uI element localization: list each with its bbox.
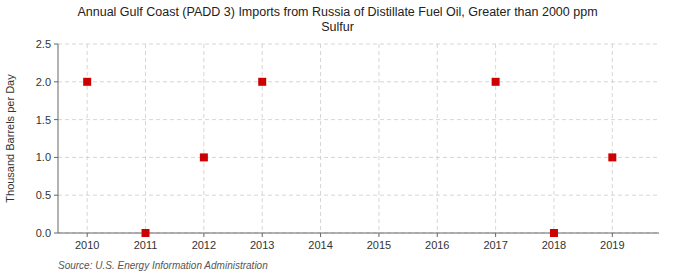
grid-line-x: [378, 44, 379, 233]
grid-line-x: [262, 44, 263, 233]
y-axis-label: Thousand Barrels per Day: [4, 74, 16, 203]
tick-label-x: 2016: [425, 239, 449, 251]
tick-y: [54, 195, 58, 196]
points: [83, 78, 616, 237]
tick-label-y: 1.5: [36, 114, 51, 126]
tick-label-x: 2011: [134, 239, 158, 251]
grid-line-x: [87, 44, 88, 233]
axes: 2010 2011 2012 2013 2014 2015 2016 2017 2018 2019…: [36, 38, 659, 251]
grid-line-x: [437, 44, 438, 233]
chart: Annual Gulf Coast (PADD 3) Imports from …: [0, 0, 675, 275]
annotation: Source: U.S. Energy Information Administ…: [58, 260, 268, 271]
tick-label-x: 2014: [308, 239, 332, 251]
tick-label-x: 2018: [542, 239, 566, 251]
grid: [58, 44, 659, 233]
grid-line-x: [495, 44, 496, 233]
tick-label-x: 2019: [600, 239, 624, 251]
tick-label-y: 0.0: [36, 227, 51, 239]
tick-x: [437, 233, 438, 237]
grid-line-x: [203, 44, 204, 233]
title: Annual Gulf Coast (PADD 3) Imports from …: [77, 5, 597, 34]
grid-line-x: [320, 44, 321, 233]
tick-x: [203, 233, 204, 237]
tick-y: [54, 119, 58, 120]
point: [550, 229, 558, 237]
title-line: Annual Gulf Coast (PADD 3) Imports from …: [77, 5, 597, 19]
grid-line-y: [58, 157, 659, 158]
tick-y: [54, 157, 58, 158]
tick-x: [495, 233, 496, 237]
grid-line-x: [612, 44, 613, 233]
tick-label-x: 2010: [75, 239, 99, 251]
point: [492, 78, 500, 86]
grid-line-y: [58, 195, 659, 196]
tick-y: [54, 44, 58, 45]
tick-label-y: 2.0: [36, 76, 51, 88]
grid-line-y: [58, 44, 659, 45]
tick-x: [320, 233, 321, 237]
point: [142, 229, 150, 237]
point: [258, 78, 266, 86]
tick-y: [54, 233, 58, 234]
tick-label-x: 2017: [483, 239, 507, 251]
grid-line-x: [553, 44, 554, 233]
point: [83, 78, 91, 86]
tick-x: [87, 233, 88, 237]
tick-label-x: 2012: [192, 239, 216, 251]
title-line: Sulfur: [321, 20, 354, 34]
tick-x: [378, 233, 379, 237]
grid-line-y: [58, 81, 659, 82]
point: [608, 153, 616, 161]
tick-label-y: 2.5: [36, 38, 51, 50]
grid-line-y: [58, 119, 659, 120]
tick-label-x: 2013: [250, 239, 274, 251]
grid-line-x: [145, 44, 146, 233]
tick-label-y: 0.5: [36, 189, 51, 201]
tick-y: [54, 81, 58, 82]
tick-x: [262, 233, 263, 237]
tick-label-x: 2015: [367, 239, 391, 251]
tick-x: [612, 233, 613, 237]
tick-label-y: 1.0: [36, 151, 51, 163]
y-axis-line: [58, 44, 59, 233]
point: [200, 153, 208, 161]
